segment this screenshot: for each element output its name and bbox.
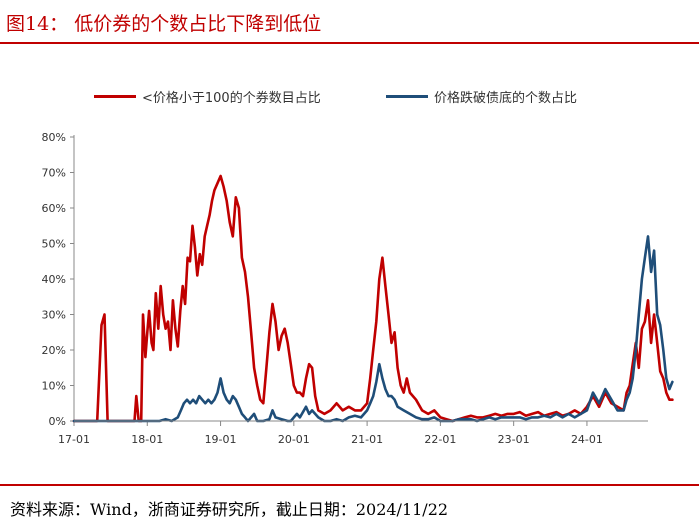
x-tick-label-2: 19-01: [205, 433, 237, 446]
x-tick-label-0: 17-01: [58, 433, 90, 446]
legend-item-blue: 价格跌破债底的个数占比: [386, 84, 577, 108]
x-tick-label-6: 23-01: [498, 433, 530, 446]
title-rule: [0, 42, 699, 44]
legend-item-red: <价格小于100的个券数目占比: [94, 84, 321, 108]
y-tick-label-7: 70%: [42, 167, 66, 180]
y-tick-label-5: 50%: [42, 238, 66, 251]
source-note: 资料来源：Wind，浙商证券研究所，截止日期：2024/11/22: [10, 500, 449, 519]
y-tick-label-1: 10%: [42, 380, 66, 393]
y-tick-label-4: 40%: [42, 273, 66, 286]
figure-title: 图14： 低价券的个数占比下降到低位: [6, 13, 322, 35]
x-tick-label-7: 24-01: [571, 433, 603, 446]
source-rule: [0, 484, 699, 486]
legend-label-red: <价格小于100的个券数目占比: [142, 90, 321, 106]
x-tick-label-5: 22-01: [424, 433, 456, 446]
y-tick-label-3: 30%: [42, 309, 66, 322]
y-tick-label-2: 20%: [42, 344, 66, 357]
chart-legend: <价格小于100的个券数目占比 价格跌破债底的个数占比: [0, 84, 699, 108]
series-line-0: [72, 174, 674, 423]
line-chart: 0% 10% 20% 30% 40% 50% 60% 70% 80% 17-01 18-01 19-0…: [42, 131, 674, 446]
figure-header: 图14： 低价券的个数占比下降到低位: [0, 0, 699, 44]
x-tick-label-3: 20-01: [278, 433, 310, 446]
legend-swatch-blue: [386, 94, 428, 98]
x-tick-label-4: 21-01: [351, 433, 383, 446]
series-line-1: [72, 235, 674, 423]
legend-label-blue: 价格跌破债底的个数占比: [434, 90, 578, 106]
x-tick-label-1: 18-01: [131, 433, 163, 446]
legend-swatch-red: [94, 94, 136, 98]
y-tick-label-0: 0%: [49, 415, 66, 428]
y-tick-label-6: 60%: [42, 202, 66, 215]
y-tick-label-8: 80%: [42, 131, 66, 144]
